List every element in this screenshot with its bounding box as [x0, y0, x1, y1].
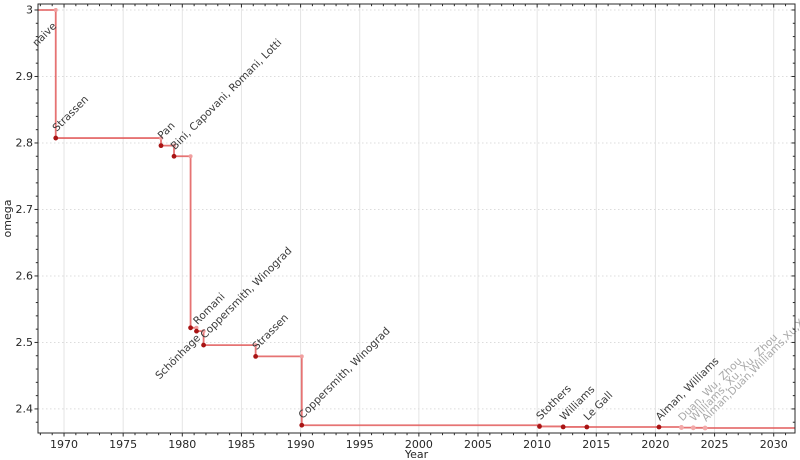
y-tick-label: 2.8 [16, 136, 34, 149]
y-tick-label: 3 [26, 3, 33, 16]
y-tick-label: 2.6 [16, 269, 34, 282]
data-point [560, 424, 566, 430]
x-tick-label: 1970 [50, 438, 78, 451]
step-corner-marker [194, 325, 199, 330]
data-point [201, 342, 206, 348]
step-corner-marker [159, 136, 164, 141]
y-tick-label: 2.7 [16, 203, 34, 216]
data-point [537, 424, 542, 429]
y-tick-label: 2.5 [16, 336, 34, 349]
x-tick-label: 1995 [346, 438, 374, 451]
data-point-label: Coppersmith, Winograd [296, 325, 392, 421]
omega-step-line [38, 9, 795, 429]
data-point [584, 424, 590, 430]
step-corner-marker [253, 343, 258, 348]
data-point [171, 153, 177, 159]
x-tick-label: 2015 [582, 438, 610, 451]
data-point [679, 425, 684, 431]
x-tick-label: 2010 [523, 438, 551, 451]
data-point [158, 143, 164, 149]
data-point [53, 135, 59, 141]
data-point-label: Strassen [250, 312, 291, 353]
x-tick-label: 2025 [701, 438, 729, 451]
step-corner-marker [188, 154, 193, 159]
y-tick-label: 2.4 [16, 402, 34, 415]
x-tick-label: 2000 [405, 438, 433, 451]
y-axis-label: omega [1, 200, 14, 238]
x-tick-label: 1980 [168, 438, 196, 451]
step-corner-marker [53, 7, 58, 12]
data-point-label: naive [30, 20, 59, 49]
x-axis-label: Year [404, 448, 429, 460]
data-point [194, 328, 199, 334]
data-point [656, 424, 662, 430]
step-corner-marker [201, 329, 206, 334]
data-point-label: Bini, Capovani, Romani, Lotti [169, 37, 285, 153]
x-tick-label: 2020 [641, 438, 669, 451]
data-point [702, 425, 708, 431]
step-corner-marker [299, 354, 304, 359]
x-tick-label: 2030 [760, 438, 788, 451]
x-tick-label: 1975 [109, 438, 137, 451]
y-tick-label: 2.9 [16, 70, 34, 83]
x-tick-label: 1985 [227, 438, 255, 451]
step-corner-marker [172, 143, 177, 148]
data-point [253, 354, 259, 359]
data-point [188, 325, 193, 331]
plot-border [37, 3, 796, 434]
data-point-label: Schönhage [153, 332, 203, 382]
x-tick-label: 2005 [464, 438, 492, 451]
data-point [299, 422, 305, 428]
x-tick-label: 1990 [287, 438, 315, 451]
data-point [690, 425, 696, 431]
